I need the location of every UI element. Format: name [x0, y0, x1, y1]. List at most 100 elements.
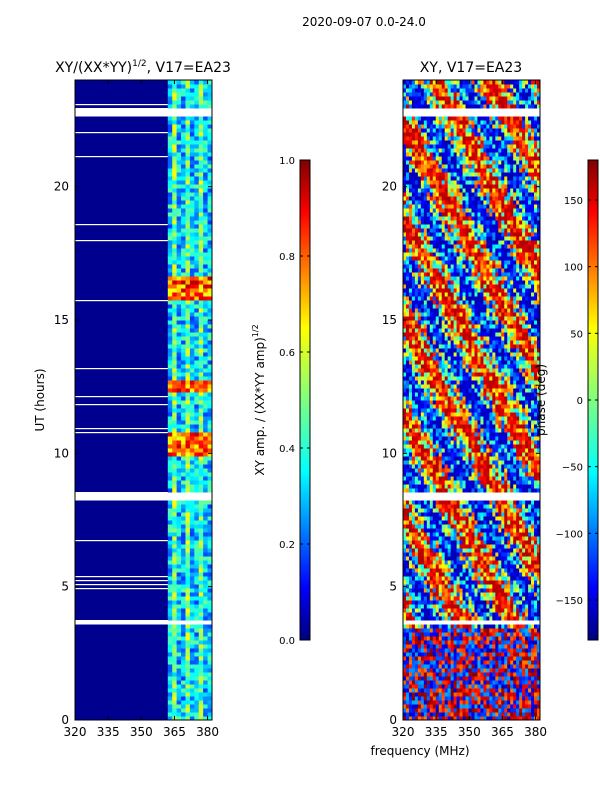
heatmap-cell: [207, 136, 213, 141]
heatmap-cell: [447, 452, 451, 457]
heatmap-cell: [198, 716, 204, 721]
heatmap-cell: [194, 636, 200, 641]
heatmap-cell: [176, 676, 182, 681]
heatmap-cell: [450, 460, 454, 465]
heatmap-cell: [194, 688, 200, 693]
heatmap-cell: [403, 652, 407, 657]
heatmap-cell: [167, 500, 173, 505]
heatmap-cell: [207, 536, 213, 541]
heatmap-cell: [194, 432, 200, 437]
heatmap-cell: [489, 504, 493, 509]
heatmap-cell: [453, 460, 457, 465]
left-title-suffix: , V17=EA23: [147, 60, 231, 76]
heatmap-cell: [185, 616, 191, 621]
heatmap-cell: [423, 596, 428, 601]
heatmap-cell: [531, 444, 535, 449]
heatmap-cell: [181, 252, 186, 257]
heatmap-cell: [403, 552, 407, 557]
heatmap-cell: [405, 572, 410, 577]
heatmap-cell: [420, 448, 425, 453]
heatmap-cell: [456, 476, 460, 481]
heatmap-cell: [453, 668, 457, 673]
heatmap-cell: [167, 416, 173, 421]
heatmap-cell: [408, 596, 413, 601]
heatmap-cell: [429, 624, 434, 629]
heatmap-cell: [185, 312, 191, 317]
heatmap-cell: [492, 476, 496, 481]
heatmap-cell: [444, 520, 448, 525]
heatmap-cell: [450, 488, 454, 493]
heatmap-cell: [167, 412, 173, 417]
heatmap-cell: [513, 452, 517, 457]
heatmap-cell: [417, 572, 422, 577]
heatmap-cell: [504, 480, 508, 485]
heatmap-cell: [176, 256, 182, 261]
heatmap-cell: [403, 444, 407, 449]
heatmap-cell: [504, 648, 508, 653]
heatmap-cell: [181, 584, 186, 589]
heatmap-cell: [456, 544, 460, 549]
heatmap-cell: [198, 660, 204, 665]
heatmap-cell: [176, 160, 182, 165]
heatmap-cell: [181, 268, 186, 273]
heatmap-cell: [537, 452, 541, 457]
heatmap-cell: [438, 556, 443, 561]
heatmap-cell: [465, 604, 469, 609]
heatmap-cell: [519, 700, 523, 705]
heatmap-cell: [176, 408, 182, 413]
heatmap-cell: [537, 560, 541, 565]
heatmap-cell: [483, 700, 487, 705]
heatmap-cell: [453, 500, 457, 505]
heatmap-cell: [477, 664, 481, 669]
heatmap-cell: [462, 484, 466, 489]
heatmap-cell: [420, 456, 425, 461]
heatmap-cell: [441, 536, 445, 541]
heatmap-cell: [194, 172, 200, 177]
heatmap-row: [167, 260, 213, 265]
heatmap-cell: [444, 648, 448, 653]
heatmap-cell: [185, 160, 191, 165]
heatmap-cell: [459, 684, 463, 689]
heatmap-cell: [522, 572, 526, 577]
heatmap-cell: [405, 456, 410, 461]
heatmap-cell: [203, 552, 208, 557]
heatmap-cell: [408, 436, 413, 441]
heatmap-cell: [429, 512, 434, 517]
heatmap-cell: [185, 256, 191, 261]
heatmap-cell: [207, 384, 213, 389]
heatmap-cell: [471, 596, 475, 601]
heatmap-cell: [432, 592, 437, 597]
heatmap-cell: [172, 664, 177, 669]
heatmap-cell: [495, 548, 499, 553]
heatmap-cell: [510, 696, 514, 701]
heatmap-cell: [429, 456, 434, 461]
heatmap-cell: [501, 452, 505, 457]
heatmap-cell: [486, 604, 490, 609]
heatmap-cell: [492, 640, 496, 645]
heatmap-cell: [486, 460, 490, 465]
heatmap-cell: [198, 524, 204, 529]
heatmap-cell: [492, 460, 496, 465]
heatmap-cell: [432, 512, 437, 517]
heatmap-cell: [498, 568, 502, 573]
heatmap-cell: [432, 636, 437, 641]
heatmap-cell: [525, 580, 529, 585]
heatmap-cell: [462, 580, 466, 585]
heatmap-cell: [185, 368, 191, 373]
heatmap-cell: [432, 452, 437, 457]
heatmap-cell: [504, 444, 508, 449]
heatmap-cell: [483, 604, 487, 609]
heatmap-cell: [513, 616, 517, 621]
heatmap-cell: [438, 560, 443, 565]
heatmap-cell: [207, 600, 213, 605]
heatmap-cell: [528, 704, 532, 709]
heatmap-cell: [528, 660, 532, 665]
heatmap-cell: [181, 280, 186, 285]
heatmap-cell: [516, 472, 520, 477]
heatmap-row: [167, 124, 213, 129]
heatmap-cell: [203, 660, 208, 665]
heatmap-cell: [501, 456, 505, 461]
heatmap-cell: [525, 540, 529, 545]
heatmap-cell: [528, 552, 532, 557]
heatmap-cell: [167, 304, 173, 309]
